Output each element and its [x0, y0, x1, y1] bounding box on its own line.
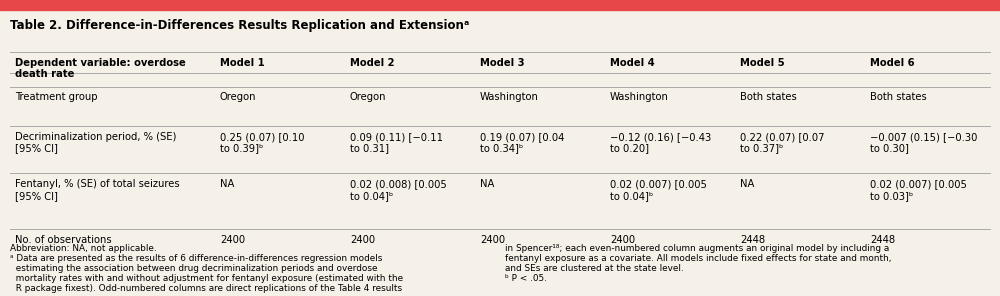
Text: Both states: Both states	[740, 92, 797, 102]
Text: Abbreviation: NA, not applicable.: Abbreviation: NA, not applicable.	[10, 244, 157, 253]
Text: Washington: Washington	[480, 92, 539, 102]
Text: Fentanyl, % (SE) of total seizures
[95% CI]: Fentanyl, % (SE) of total seizures [95% …	[15, 179, 180, 201]
Text: mortality rates with and without adjustment for fentanyl exposure (estimated wit: mortality rates with and without adjustm…	[10, 274, 403, 283]
Text: 2400: 2400	[480, 235, 505, 245]
Text: NA: NA	[220, 179, 234, 189]
Text: −0.12 (0.16) [−0.43
to 0.20]: −0.12 (0.16) [−0.43 to 0.20]	[610, 132, 711, 153]
Text: Dependent variable: overdose
death rate: Dependent variable: overdose death rate	[15, 58, 186, 79]
Text: 2448: 2448	[740, 235, 765, 245]
Text: ᵃ Data are presented as the results of 6 difference-in-differences regression mo: ᵃ Data are presented as the results of 6…	[10, 254, 382, 263]
Text: Both states: Both states	[870, 92, 927, 102]
Text: Oregon: Oregon	[220, 92, 256, 102]
Text: Model 2: Model 2	[350, 58, 394, 68]
Text: −0.007 (0.15) [−0.30
to 0.30]: −0.007 (0.15) [−0.30 to 0.30]	[870, 132, 977, 153]
Text: 2400: 2400	[220, 235, 245, 245]
Text: Model 3: Model 3	[480, 58, 524, 68]
Bar	[0, 0, 1000, 10]
Text: Washington: Washington	[610, 92, 669, 102]
Text: No. of observations: No. of observations	[15, 235, 112, 245]
Text: Decriminalization period, % (SE)
[95% CI]: Decriminalization period, % (SE) [95% CI…	[15, 132, 176, 153]
Text: Treatment group: Treatment group	[15, 92, 98, 102]
Text: Table 2. Difference-in-Differences Results Replication and Extensionᵃ: Table 2. Difference-in-Differences Resul…	[10, 19, 469, 32]
Text: fentanyl exposure as a covariate. All models include fixed effects for state and: fentanyl exposure as a covariate. All mo…	[505, 254, 892, 263]
Text: NA: NA	[480, 179, 494, 189]
Text: 2400: 2400	[350, 235, 375, 245]
Text: 0.09 (0.11) [−0.11
to 0.31]: 0.09 (0.11) [−0.11 to 0.31]	[350, 132, 443, 153]
Text: 2448: 2448	[870, 235, 895, 245]
Text: 0.25 (0.07) [0.10
to 0.39]ᵇ: 0.25 (0.07) [0.10 to 0.39]ᵇ	[220, 132, 304, 153]
Text: NA: NA	[740, 179, 754, 189]
Text: 2400: 2400	[610, 235, 635, 245]
Text: Model 1: Model 1	[220, 58, 265, 68]
Text: 0.22 (0.07) [0.07
to 0.37]ᵇ: 0.22 (0.07) [0.07 to 0.37]ᵇ	[740, 132, 824, 153]
Text: Oregon: Oregon	[350, 92, 386, 102]
Text: Model 5: Model 5	[740, 58, 785, 68]
Text: 0.02 (0.008) [0.005
to 0.04]ᵇ: 0.02 (0.008) [0.005 to 0.04]ᵇ	[350, 179, 447, 201]
Text: ᵇ P < .05.: ᵇ P < .05.	[505, 274, 547, 283]
Text: 0.02 (0.007) [0.005
to 0.04]ᵇ: 0.02 (0.007) [0.005 to 0.04]ᵇ	[610, 179, 707, 201]
Text: and SEs are clustered at the state level.: and SEs are clustered at the state level…	[505, 264, 684, 273]
Text: 0.19 (0.07) [0.04
to 0.34]ᵇ: 0.19 (0.07) [0.04 to 0.34]ᵇ	[480, 132, 564, 153]
Text: Model 4: Model 4	[610, 58, 655, 68]
Text: estimating the association between drug decriminalization periods and overdose: estimating the association between drug …	[10, 264, 378, 273]
Text: in Spencer¹⁸; each even-numbered column augments an original model by including : in Spencer¹⁸; each even-numbered column …	[505, 244, 889, 253]
Text: 0.02 (0.007) [0.005
to 0.03]ᵇ: 0.02 (0.007) [0.005 to 0.03]ᵇ	[870, 179, 967, 201]
Text: Model 6: Model 6	[870, 58, 915, 68]
Text: R package fixest). Odd-numbered columns are direct replications of the Table 4 r: R package fixest). Odd-numbered columns …	[10, 284, 402, 293]
